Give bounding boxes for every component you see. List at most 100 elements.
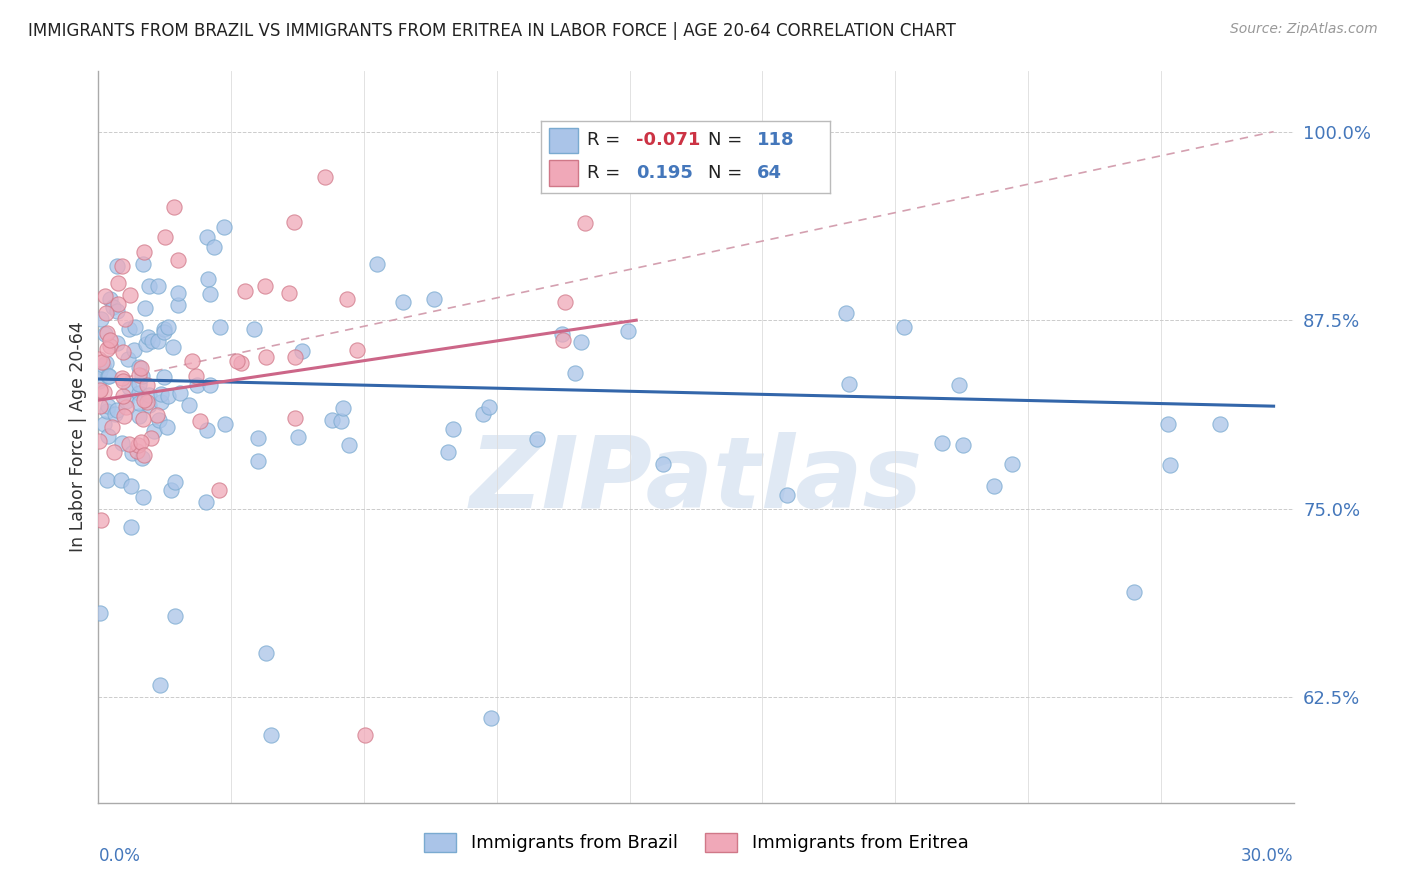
Text: N =: N = (709, 131, 742, 149)
Point (1122, 584, 1144, 599)
Point (160, 483, 183, 497)
Point (157, 389, 180, 403)
Point (948, 377, 970, 392)
Point (132, 449, 155, 463)
Point (112, 389, 135, 403)
Point (120, 479, 142, 493)
Point (186, 377, 208, 392)
Point (131, 450, 153, 465)
Point (551, 333, 574, 347)
Point (112, 344, 135, 359)
Point (89, 364, 111, 378)
Point (197, 272, 219, 286)
Point (96, 356, 118, 370)
Point (366, 257, 388, 271)
Point (145, 408, 167, 422)
Point (90, 513, 112, 527)
Point (93, 417, 115, 431)
Text: R =: R = (586, 164, 620, 182)
Point (104, 407, 127, 421)
Point (124, 319, 146, 334)
Point (110, 473, 132, 487)
Point (441, 422, 464, 436)
Point (346, 343, 368, 358)
Text: IMMIGRANTS FROM BRAZIL VS IMMIGRANTS FROM ERITREA IN LABOR FORCE | AGE 20-64 COR: IMMIGRANTS FROM BRAZIL VS IMMIGRANTS FRO… (28, 22, 956, 40)
Point (96, 473, 118, 487)
Point (321, 412, 343, 426)
Point (166, 253, 188, 268)
Point (107, 297, 129, 311)
Point (141, 431, 163, 445)
Point (118, 288, 141, 302)
Point (526, 432, 548, 446)
Point (89, 399, 111, 413)
Point (94, 326, 117, 341)
Point (931, 436, 953, 450)
Point (101, 419, 124, 434)
Point (125, 443, 148, 458)
Point (256, 351, 278, 365)
Point (122, 343, 145, 358)
Point (200, 286, 222, 301)
Point (96, 342, 118, 356)
Point (153, 230, 176, 244)
Point (152, 369, 174, 384)
Point (110, 436, 132, 450)
Text: 64: 64 (758, 164, 782, 182)
Point (132, 490, 155, 504)
Point (214, 417, 236, 431)
Point (97, 429, 120, 443)
Point (1157, 417, 1180, 431)
Text: N =: N = (709, 164, 742, 182)
Text: ZIPatlas: ZIPatlas (470, 433, 922, 530)
Text: Source: ZipAtlas.com: Source: ZipAtlas.com (1230, 22, 1378, 37)
Point (148, 334, 170, 348)
Point (94, 289, 117, 303)
Point (952, 438, 974, 452)
Point (254, 646, 277, 660)
Point (254, 278, 277, 293)
Point (208, 483, 231, 497)
Point (136, 330, 159, 344)
Point (336, 292, 359, 306)
Text: R =: R = (586, 131, 620, 149)
Point (165, 609, 187, 624)
Point (136, 395, 159, 409)
Point (141, 334, 163, 348)
Point (138, 279, 160, 293)
Point (838, 377, 860, 392)
Point (481, 711, 503, 725)
Point (195, 495, 218, 509)
Point (111, 374, 134, 388)
Point (229, 355, 252, 369)
Point (131, 412, 153, 426)
Point (118, 437, 141, 451)
Point (243, 322, 266, 336)
Point (103, 445, 125, 459)
Point (132, 393, 155, 408)
Point (1159, 458, 1181, 472)
Point (149, 395, 172, 409)
Point (87, 374, 110, 388)
Point (776, 488, 799, 502)
Point (149, 386, 172, 401)
Point (138, 398, 160, 412)
Point (893, 320, 915, 334)
Point (117, 321, 139, 335)
Point (1209, 417, 1232, 432)
Point (652, 457, 675, 471)
Point (90, 312, 112, 326)
Point (129, 361, 152, 376)
Point (114, 312, 136, 326)
Point (105, 402, 128, 417)
Point (97, 368, 120, 383)
Point (156, 420, 179, 434)
Point (235, 284, 257, 298)
Point (93, 384, 115, 399)
Point (131, 368, 153, 383)
Point (188, 414, 211, 428)
Point (225, 354, 247, 368)
Bar (550, 161, 578, 186)
Point (134, 245, 156, 260)
Point (437, 445, 460, 459)
